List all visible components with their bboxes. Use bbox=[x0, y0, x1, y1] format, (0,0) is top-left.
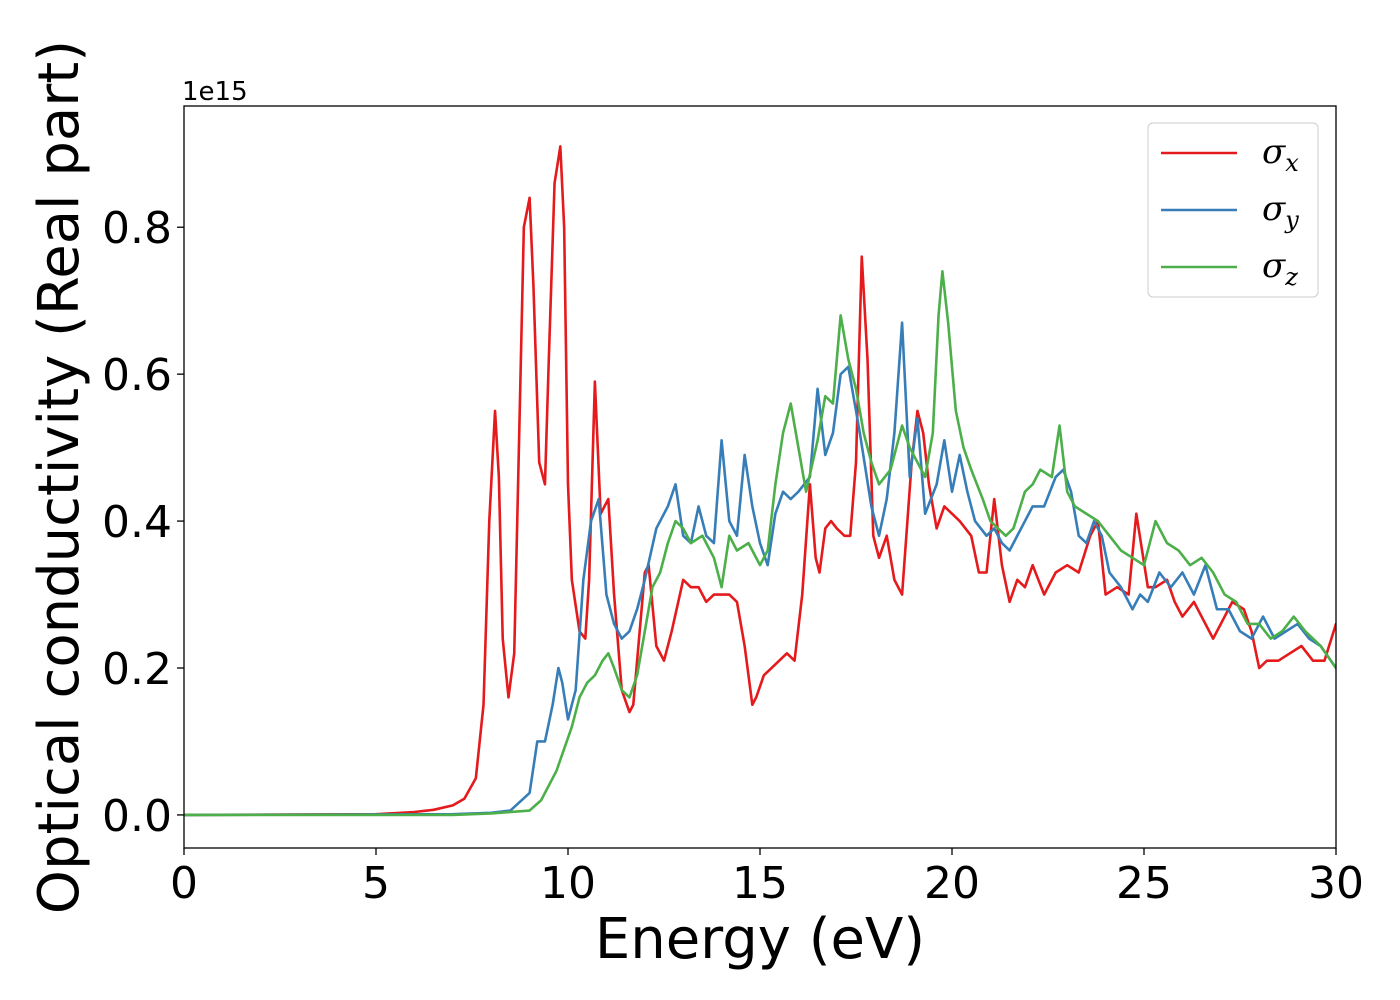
y-offset-label: 1e15 bbox=[182, 77, 248, 107]
x-axis: 0 5 10 15 20 25 30 bbox=[170, 848, 1364, 909]
series-line-sigma-x bbox=[184, 145, 1336, 817]
x-tick-label: 25 bbox=[1116, 858, 1172, 909]
series-line-sigma-y bbox=[184, 321, 1336, 817]
legend-label-sigma-z: σz bbox=[1262, 246, 1298, 291]
y-tick-label: 0.0 bbox=[102, 791, 172, 842]
x-tick-label: 20 bbox=[924, 858, 980, 909]
y-tick-label: 0.4 bbox=[102, 497, 172, 548]
legend-label-sigma-x: σx bbox=[1262, 132, 1299, 177]
y-tick-label: 0.2 bbox=[102, 644, 172, 695]
series-line-sigma-z bbox=[184, 270, 1336, 817]
y-tick-label: 0.8 bbox=[102, 203, 172, 254]
x-tick-label: 10 bbox=[540, 858, 596, 909]
y-tick-label: 0.6 bbox=[102, 350, 172, 401]
x-axis-title: Energy (eV) bbox=[595, 907, 925, 972]
legend-label-sigma-y: σy bbox=[1262, 189, 1299, 234]
y-axis: 0.0 0.2 0.4 0.6 0.8 bbox=[102, 203, 184, 842]
x-tick-label: 30 bbox=[1308, 858, 1364, 909]
x-tick-label: 15 bbox=[732, 858, 788, 909]
y-axis-title: Optical conductivity (Real part) bbox=[27, 40, 92, 914]
legend: σx σy σz bbox=[1147, 122, 1319, 298]
series-layer bbox=[184, 145, 1336, 817]
x-tick-label: 0 bbox=[170, 858, 198, 909]
x-tick-label: 5 bbox=[362, 858, 390, 909]
